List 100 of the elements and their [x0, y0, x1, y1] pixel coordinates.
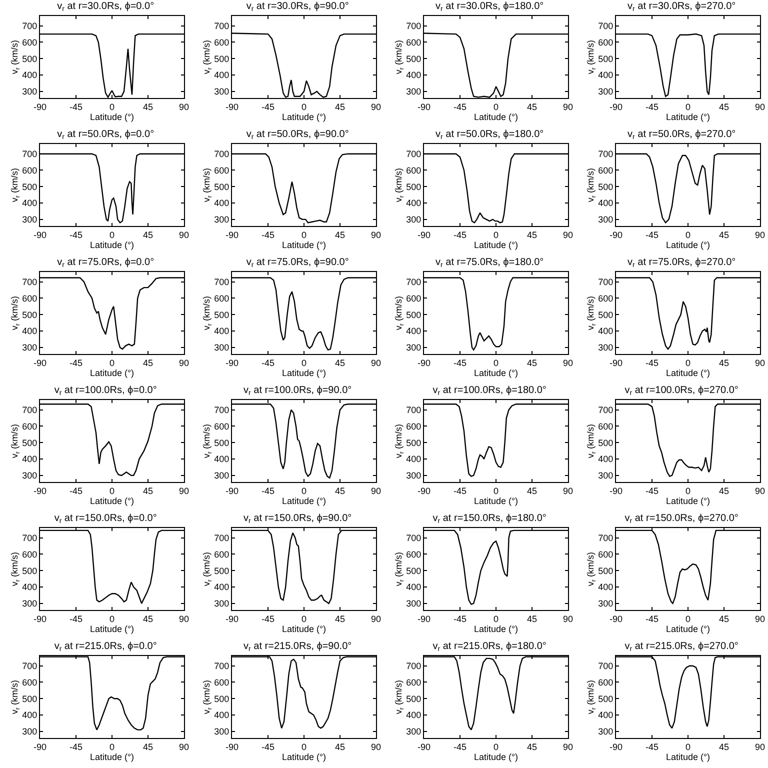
y-tick-label: 600: [214, 549, 230, 560]
x-tick-label: 0: [493, 614, 499, 624]
y-tick-label: 600: [406, 549, 422, 560]
x-axis-title: Latitude (°): [90, 624, 134, 634]
chart-title: v$_{r}$ at r=100.0Rs, ϕ=180.0°: [432, 384, 546, 398]
y-tick-label: 700: [406, 532, 422, 543]
x-tick-label: 45: [334, 102, 346, 112]
x-tick-label: 0: [301, 742, 307, 752]
y-tick-label: 700: [406, 660, 422, 671]
x-tick-label: -45: [453, 102, 467, 112]
y-tick-label: 400: [22, 198, 38, 208]
y-tick-label: 700: [406, 20, 422, 31]
y-tick-label: 300: [214, 726, 230, 737]
x-axis-title: Latitude (°): [666, 112, 710, 122]
y-tick-label: 700: [22, 532, 38, 543]
x-tick-label: -45: [69, 102, 83, 112]
y-tick-label: 700: [214, 148, 230, 159]
y-tick-label: 300: [406, 726, 422, 737]
y-tick-label: 400: [22, 326, 38, 336]
y-tick-label: 600: [214, 677, 230, 688]
x-tick-label: 45: [334, 230, 346, 240]
x-axis-title: Latitude (°): [474, 752, 518, 762]
y-tick-label: 700: [214, 404, 230, 415]
y-tick-label: 300: [598, 470, 614, 481]
y-tick-label: 600: [22, 37, 38, 48]
x-tick-label: 90: [562, 742, 574, 752]
y-tick-label: 500: [598, 566, 614, 576]
y-tick-label: 600: [598, 165, 614, 176]
x-tick-label: 0: [301, 230, 307, 240]
x-tick-label: 0: [301, 102, 307, 112]
x-axis-title: Latitude (°): [90, 368, 134, 378]
chart-title: v$_{r}$ at r=75.0Rs, ϕ=90.0°: [246, 256, 349, 270]
x-tick-label: -90: [609, 486, 623, 496]
chart-title: v$_{r}$ at r=75.0Rs, ϕ=180.0°: [436, 256, 544, 270]
x-tick-label: 90: [178, 358, 190, 368]
y-tick-label: 400: [214, 454, 230, 464]
x-tick-label: 90: [370, 614, 382, 624]
x-tick-label: 0: [301, 358, 307, 368]
y-tick-label: 600: [22, 293, 38, 304]
x-tick-label: -45: [645, 614, 659, 624]
y-tick-label: 500: [22, 694, 38, 704]
y-tick-label: 300: [214, 342, 230, 353]
x-tick-label: 0: [685, 742, 691, 752]
y-tick-label: 600: [598, 549, 614, 560]
x-tick-label: -45: [261, 486, 275, 496]
x-tick-label: -45: [69, 742, 83, 752]
x-tick-label: -90: [225, 102, 239, 112]
x-axis-title: Latitude (°): [474, 496, 518, 506]
x-tick-label: -45: [645, 102, 659, 112]
x-tick-label: 90: [178, 614, 190, 624]
y-tick-label: 600: [214, 293, 230, 304]
x-tick-label: -45: [453, 486, 467, 496]
y-tick-label: 500: [406, 54, 422, 64]
x-tick-label: -45: [261, 614, 275, 624]
x-tick-label: 0: [109, 102, 115, 112]
chart-title: v$_{r}$ at r=100.0Rs, ϕ=90.0°: [244, 384, 352, 398]
x-tick-label: -90: [225, 742, 239, 752]
y-tick-label: 700: [406, 148, 422, 159]
x-axis-title: Latitude (°): [666, 752, 710, 762]
x-axis-title: Latitude (°): [282, 368, 326, 378]
x-tick-label: 0: [109, 230, 115, 240]
y-tick-label: 400: [214, 582, 230, 592]
x-tick-label: -90: [609, 614, 623, 624]
chart-title: v$_{r}$ at r=150.0Rs, ϕ=0.0°: [54, 512, 157, 526]
x-axis-title: Latitude (°): [666, 624, 710, 634]
x-tick-label: -90: [225, 614, 239, 624]
y-tick-label: 700: [22, 148, 38, 159]
x-tick-label: 90: [754, 358, 766, 368]
x-tick-label: -90: [417, 742, 431, 752]
x-tick-label: -90: [33, 614, 47, 624]
chart-title: v$_{r}$ at r=215.0Rs, ϕ=270.0°: [624, 640, 738, 654]
x-tick-label: 0: [493, 742, 499, 752]
y-tick-label: 300: [406, 214, 422, 225]
y-tick-label: 700: [598, 20, 614, 31]
y-tick-label: 400: [214, 70, 230, 80]
x-axis-title: Latitude (°): [474, 240, 518, 250]
y-tick-label: 400: [406, 454, 422, 464]
x-tick-label: -45: [261, 230, 275, 240]
x-tick-label: 90: [178, 742, 190, 752]
y-tick-label: 400: [214, 326, 230, 336]
y-tick-label: 400: [598, 198, 614, 208]
x-tick-label: 45: [142, 614, 154, 624]
y-tick-label: 600: [22, 677, 38, 688]
chart-title: v$_{r}$ at r=30.0Rs, ϕ=180.0°: [436, 0, 544, 14]
y-tick-label: 500: [598, 694, 614, 704]
x-axis-title: Latitude (°): [282, 752, 326, 762]
chart-title: v$_{r}$ at r=50.0Rs, ϕ=270.0°: [628, 128, 736, 142]
chart-title: v$_{r}$ at r=75.0Rs, ϕ=0.0°: [57, 256, 154, 270]
y-tick-label: 400: [22, 70, 38, 80]
y-tick-label: 600: [598, 421, 614, 432]
y-tick-label: 700: [22, 20, 38, 31]
x-tick-label: 45: [526, 102, 538, 112]
line-series: [232, 404, 376, 478]
x-tick-label: 45: [526, 358, 538, 368]
x-tick-label: 0: [109, 486, 115, 496]
x-tick-label: -45: [645, 742, 659, 752]
y-tick-label: 600: [406, 37, 422, 48]
x-tick-label: 45: [334, 486, 346, 496]
chart-title: v$_{r}$ at r=50.0Rs, ϕ=90.0°: [246, 128, 349, 142]
x-axis-title: Latitude (°): [666, 368, 710, 378]
